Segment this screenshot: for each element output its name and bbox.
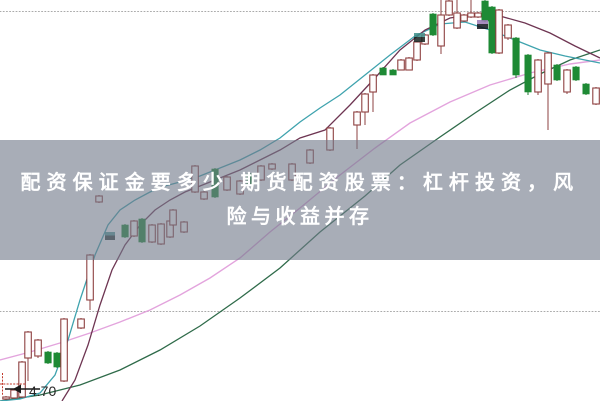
svg-text:4.70: 4.70 [29, 383, 56, 399]
